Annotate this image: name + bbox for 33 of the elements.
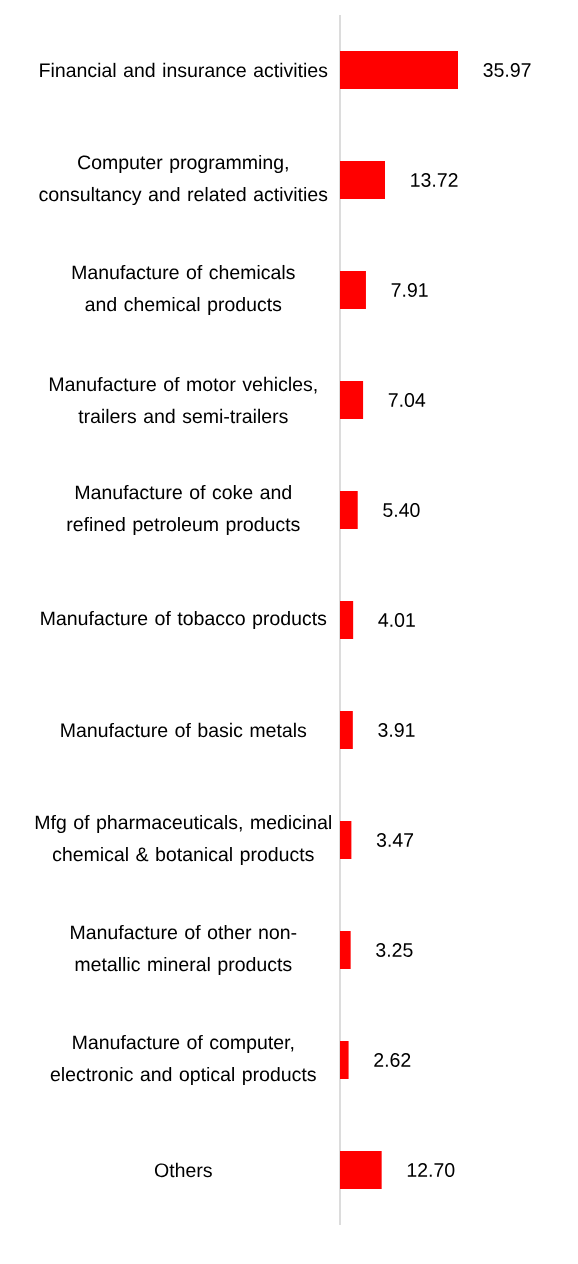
data-label: 7.91 xyxy=(391,283,428,297)
data-label: 4.01 xyxy=(378,613,415,627)
bar xyxy=(340,601,354,640)
bar xyxy=(340,711,353,750)
bar xyxy=(340,931,351,970)
data-label: 35.97 xyxy=(483,63,531,77)
y-tick-label: Manufacture of basic metals xyxy=(61,722,307,738)
bar xyxy=(340,381,364,420)
bar xyxy=(340,491,358,530)
y-tick-label: Manufacture of tobacco products xyxy=(41,610,327,630)
data-label: 5.40 xyxy=(383,503,420,517)
y-tick-label: Manufacture of coke and refined petroleum products xyxy=(67,484,300,536)
bar xyxy=(340,821,352,860)
bar xyxy=(340,51,458,90)
bar xyxy=(340,1041,349,1080)
data-label: 2.62 xyxy=(374,1053,411,1067)
y-tick-label: Manufacture of chemicals and chemical products xyxy=(72,264,295,316)
data-label: 3.91 xyxy=(378,723,415,737)
data-label: 12.70 xyxy=(407,1163,455,1177)
y-tick-label: Financial and insurance activities xyxy=(40,62,328,78)
bar xyxy=(340,161,386,200)
data-label: 13.72 xyxy=(411,173,458,187)
y-tick-label: Manufacture of computer, electronic and optical products xyxy=(50,1034,316,1086)
data-label: 7.04 xyxy=(388,393,426,407)
y-tick-label: Manufacture of other non-metallic mineral products xyxy=(71,924,297,976)
bar xyxy=(340,1151,382,1190)
y-tick-label: Manufacture of motor vehicles, trailers and semi-trailers xyxy=(49,376,317,424)
data-label: 3.47 xyxy=(376,833,414,847)
y-tick-label: Others xyxy=(154,1162,212,1178)
data-label: 3.25 xyxy=(376,943,413,957)
bar xyxy=(340,271,366,310)
y-tick-label: Computer programming, consultancy and related activities xyxy=(39,154,328,206)
y-tick-label: Mfg of pharmaceuticals, medicinal chemical & botanical products xyxy=(35,814,331,866)
